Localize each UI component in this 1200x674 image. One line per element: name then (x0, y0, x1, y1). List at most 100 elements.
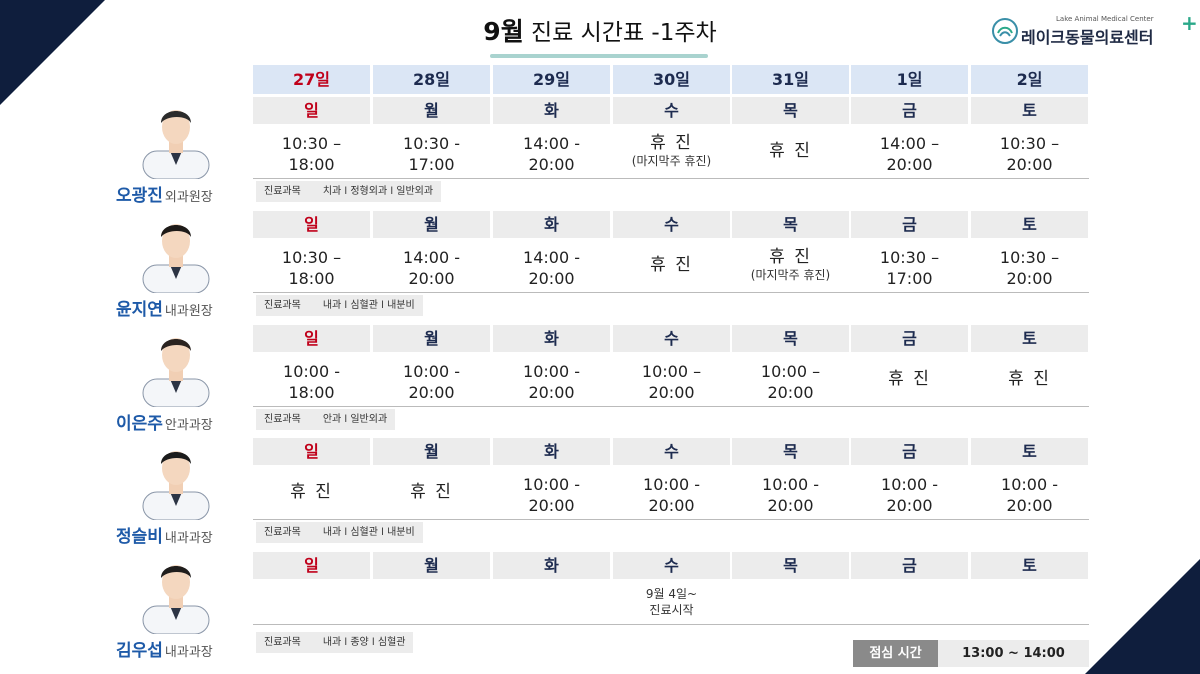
subject-label: 진료과목 (264, 637, 301, 648)
corner-decoration-top-left (0, 0, 105, 105)
schedule-hours-cell: 10:00 - 20:00 (971, 474, 1088, 516)
subject-label: 진료과목 (264, 300, 301, 311)
subject-label: 진료과목 (264, 186, 301, 197)
hours-start: 10:00 - (881, 475, 938, 494)
weekday-cell: 금 (851, 325, 968, 352)
subject-label: 진료과목 (264, 527, 301, 538)
hours-end: 17:00 (886, 269, 933, 288)
schedule-hours-cell: 휴 진 (732, 141, 849, 162)
subject-box: 진료과목 내과 l 종양 l 심혈관 (256, 632, 414, 653)
hours-start: 휴 진 (1008, 369, 1051, 389)
hours-end: 20:00 (528, 383, 575, 402)
schedule-hours-cell: 10:00 - 20:00 (613, 474, 730, 516)
doctor-title: 외과원장 (164, 190, 213, 205)
lunch-value: 13:00 ~ 14:00 (938, 640, 1089, 667)
doctor-name: 김우섭 내과과장 (116, 636, 213, 661)
schedule-hours-cell: 휴 진 (253, 482, 370, 503)
hours-start: 10:00 – (641, 362, 702, 381)
date-cell: 2일 (971, 65, 1088, 94)
weekday-cell: 수 (613, 97, 730, 124)
schedule-hours-cell: 10:30 – 18:00 (253, 247, 370, 289)
subject-list: 안과 l 일반외과 (322, 414, 388, 425)
title-underline (490, 54, 708, 58)
hours-end: 20:00 (1006, 269, 1053, 288)
doctor-portrait-icon (137, 99, 215, 180)
subject-box: 진료과목 내과 l 심혈관 l 내분비 (256, 295, 423, 316)
weekday-cell: 금 (851, 552, 968, 579)
hours-start: 10:30 - (403, 134, 460, 153)
hours-start: 10:00 – (760, 362, 821, 381)
row-divider (253, 519, 1089, 520)
logo-plus: + (1181, 11, 1198, 35)
hours-start: 10:30 – (999, 134, 1060, 153)
row-divider (253, 624, 1089, 625)
hours-start: 14:00 - (523, 248, 580, 267)
hours-end: 20:00 (1006, 155, 1053, 174)
weekday-cell: 수 (613, 438, 730, 465)
subject-box: 진료과목 안과 l 일반외과 (256, 409, 396, 430)
weekday-cell: 수 (613, 552, 730, 579)
weekday-cell: 목 (732, 438, 849, 465)
doctor-portrait-icon (137, 213, 215, 294)
clinic-logo: Lake Animal Medical Center 레이크동물의료센터 + (992, 11, 1198, 50)
hours-start: 14:00 – (879, 134, 940, 153)
weekday-cell: 수 (613, 325, 730, 352)
doctor-name-text: 이은주 (116, 414, 163, 434)
weekday-cell: 토 (971, 325, 1088, 352)
hours-end: 18:00 (288, 155, 335, 174)
hours-end: 20:00 (886, 496, 933, 515)
hours-start: 10:00 - (1001, 475, 1058, 494)
hours-start: 10:00 - (523, 362, 580, 381)
weekday-cell: 금 (851, 438, 968, 465)
weekday-cell: 토 (971, 211, 1088, 238)
subject-box: 진료과목 내과 l 심혈관 l 내분비 (256, 522, 423, 543)
hours-start: 휴 진 (290, 482, 333, 502)
doctor-title: 안과과장 (164, 418, 213, 433)
title-month: 9월 (483, 17, 524, 46)
weekday-cell: 일 (253, 97, 370, 124)
hours-start: 휴 진 (650, 255, 693, 275)
row-divider (253, 406, 1089, 407)
schedule-hours-cell: 10:00 - 20:00 (373, 361, 490, 403)
hours-start: 휴 진 (769, 141, 812, 161)
hours-end: 20:00 (648, 496, 695, 515)
page-title: 9월 진료 시간표 -1주차 (440, 12, 760, 48)
hours-start: 휴 진 (410, 482, 453, 502)
schedule-hours-cell: 10:00 - 18:00 (253, 361, 370, 403)
row-divider (253, 292, 1089, 293)
weekday-cell: 화 (493, 438, 610, 465)
schedule-hours-cell: 10:00 – 20:00 (732, 361, 849, 403)
weekday-cell: 화 (493, 211, 610, 238)
doctor-name: 오광진 외과원장 (116, 181, 213, 206)
doctor-name-text: 정슬비 (116, 527, 163, 547)
doctor-portrait-icon (137, 327, 215, 408)
start-date-note: 9월 4일~ 진료시작 (613, 586, 730, 618)
lunch-label: 점심 시간 (853, 640, 938, 667)
hours-start: 휴 진 (769, 247, 812, 267)
schedule-hours-cell: 10:30 – 18:00 (253, 133, 370, 175)
row-divider (253, 178, 1089, 179)
hours-start: 휴 진 (650, 133, 693, 153)
doctor-title: 내과과장 (164, 645, 213, 660)
weekday-cell: 월 (373, 552, 490, 579)
date-cell: 29일 (493, 65, 610, 94)
schedule-hours-cell: 휴 진 (851, 369, 968, 390)
schedule-hours-cell: 10:00 - 20:00 (851, 474, 968, 516)
hours-end: (마지막주 휴진) (750, 268, 831, 282)
weekday-cell: 목 (732, 211, 849, 238)
doctor-name-text: 윤지연 (116, 300, 163, 320)
hours-end: 20:00 (528, 496, 575, 515)
weekday-cell: 목 (732, 552, 849, 579)
schedule-hours-cell: 휴 진 (마지막주 휴진) (613, 133, 730, 168)
hours-end: 20:00 (648, 383, 695, 402)
logo-english: Lake Animal Medical Center (1056, 15, 1154, 23)
hours-end: 20:00 (408, 269, 455, 288)
doctor-name-text: 오광진 (116, 186, 163, 206)
hours-start: 휴 진 (888, 369, 931, 389)
hours-start: 10:30 – (281, 248, 342, 267)
weekday-cell: 일 (253, 211, 370, 238)
doctor-title: 내과원장 (164, 304, 213, 319)
hours-end: (마지막주 휴진) (631, 154, 712, 168)
date-cell: 31일 (732, 65, 849, 94)
subject-label: 진료과목 (264, 414, 301, 425)
